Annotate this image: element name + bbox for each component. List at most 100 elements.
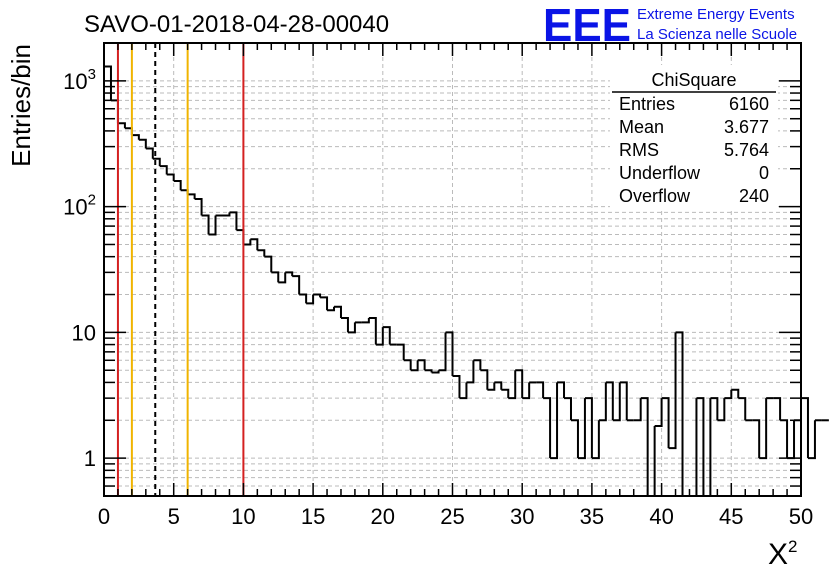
histogram-bin (334, 305, 342, 319)
eee-logo-mark: EEE (543, 0, 631, 51)
histogram-bin (124, 127, 133, 136)
histogram-bin (668, 332, 677, 450)
histogram-bin (640, 397, 649, 496)
histogram-bin (577, 398, 586, 460)
histogram-bin (536, 381, 545, 399)
histogram-bin (689, 398, 698, 497)
stats-box-title: ChiSquare (651, 70, 736, 90)
histogram-bin (173, 179, 182, 191)
stats-row-value: 6160 (729, 94, 769, 114)
x-axis-label-base: X (768, 538, 788, 571)
histogram-bin (110, 99, 119, 124)
y-tick-label: 10 (72, 320, 96, 345)
histogram-bin (403, 359, 412, 371)
histogram-bin (340, 317, 349, 333)
y-tick-label: 1 (84, 446, 96, 471)
histogram-bin (710, 397, 719, 421)
histogram-bin (466, 360, 475, 384)
histogram-bin (633, 398, 642, 422)
histogram-bin (264, 255, 273, 273)
histogram-bin (515, 369, 524, 399)
y-tick-label: 103 (63, 66, 96, 94)
x-axis-label-sup: 2 (788, 537, 797, 556)
stats-row-label: Underflow (619, 163, 701, 183)
histogram-bin (675, 331, 684, 496)
x-tick-label: 20 (371, 504, 395, 529)
histogram-bin (501, 388, 510, 399)
x-tick-label: 5 (168, 504, 180, 529)
histogram-bin (222, 212, 231, 217)
stats-box-bg (610, 65, 778, 210)
histogram-bin (654, 398, 663, 428)
histogram-bin (104, 65, 112, 101)
histogram-bin (564, 397, 572, 421)
histogram-bin (543, 397, 552, 459)
histogram-bin (180, 189, 189, 195)
histogram-bin (550, 382, 559, 460)
x-tick-label: 40 (649, 504, 673, 529)
y-axis-label: Entries/bin (6, 44, 36, 167)
stats-row-value: 5.764 (724, 140, 769, 160)
stats-row-value: 0 (759, 163, 769, 183)
histogram-bin (368, 317, 377, 345)
histogram-bin (696, 397, 705, 496)
histogram-bin (278, 272, 287, 284)
histogram-bin (159, 165, 168, 175)
histogram-bin (591, 420, 600, 460)
histogram-bin (738, 397, 747, 421)
histogram-bin (612, 382, 621, 422)
histogram-bin (187, 193, 196, 199)
histogram-bin (522, 382, 531, 400)
histogram-bin (382, 326, 391, 345)
x-tick-label: 35 (580, 504, 604, 529)
histogram-bin (208, 215, 217, 236)
y-tick-label: 102 (63, 192, 96, 220)
x-tick-label: 15 (301, 504, 325, 529)
histogram-bin (271, 271, 280, 283)
eee-logo-line1: Extreme Energy Events (637, 6, 795, 23)
histogram-bin (375, 327, 384, 346)
histogram-bin (717, 398, 726, 422)
histogram-bin (773, 397, 782, 421)
chart-title: SAVO-01-2018-04-28-00040 (84, 11, 389, 38)
histogram-bin (236, 229, 245, 245)
histogram-bin (807, 420, 816, 460)
histogram-bin (117, 122, 126, 129)
stats-row-label: Entries (619, 94, 675, 114)
histogram-bin (145, 147, 154, 159)
histogram-bin (299, 293, 308, 304)
histogram-bin (313, 293, 322, 298)
histogram-bin (306, 294, 315, 305)
stats-row-label: Mean (619, 117, 664, 137)
stats-row-value: 3.677 (724, 117, 769, 137)
histogram-bin (557, 381, 566, 399)
stats-row-label: RMS (619, 140, 659, 160)
y-tick-label-sup: 2 (88, 192, 96, 209)
y-tick-label-base: 10 (63, 69, 87, 94)
histogram-bin (619, 381, 628, 421)
histogram-bin (410, 360, 419, 372)
histogram-bin (243, 239, 252, 246)
histogram-bin (229, 211, 238, 231)
histogram-bin (417, 359, 426, 371)
histogram-bin (292, 275, 301, 295)
x-tick-label: 45 (719, 504, 743, 529)
histogram-bin (647, 426, 656, 497)
histogram-bin (480, 369, 489, 390)
histogram-bin (605, 381, 614, 421)
x-tick-label: 30 (510, 504, 534, 529)
histogram-bin (152, 157, 161, 167)
reference-lines (116, 43, 245, 496)
histogram-bin (752, 419, 761, 459)
histogram-bin (584, 397, 593, 459)
histogram-bin (598, 382, 607, 422)
histogram-bin (347, 322, 356, 334)
x-tick-label: 0 (98, 504, 110, 529)
y-tick-label-sup: 3 (88, 66, 96, 83)
histogram-bin (661, 397, 670, 449)
histogram-bin (487, 382, 496, 391)
histogram-bin (424, 369, 433, 373)
histogram-bin (703, 398, 712, 497)
histogram-bin (250, 238, 259, 251)
